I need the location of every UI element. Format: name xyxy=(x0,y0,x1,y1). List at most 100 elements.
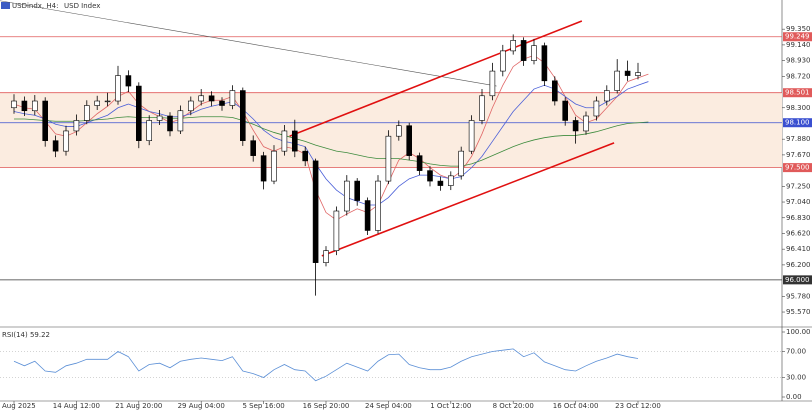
candle-body xyxy=(177,110,184,132)
x-tick-label: 23 Oct 12:00 xyxy=(615,402,661,410)
rsi-tick-label: 0.00 xyxy=(786,393,802,401)
y-tick-label: 96.830 xyxy=(786,214,811,222)
candle-body xyxy=(302,150,309,162)
candle-body xyxy=(583,115,589,132)
candle-body xyxy=(416,155,423,171)
candle-body xyxy=(479,95,485,121)
y-tick-label: 96.200 xyxy=(786,261,811,269)
moving-average xyxy=(13,81,649,206)
candle-body xyxy=(531,45,537,61)
level-label: 96.000 xyxy=(785,276,810,284)
candle-body xyxy=(593,100,600,117)
x-tick-label: Aug 2025 xyxy=(2,402,36,410)
y-tick-label: 98.300 xyxy=(786,104,811,112)
trendline xyxy=(0,0,497,87)
x-tick-label: 5 Sep 16:00 xyxy=(242,402,284,410)
level-tag xyxy=(783,118,812,128)
symbol-icon xyxy=(1,2,10,9)
candle-body xyxy=(489,70,496,97)
candle-body xyxy=(312,160,319,263)
candle-body xyxy=(115,75,121,102)
candle-body xyxy=(94,100,100,106)
candle-body xyxy=(188,100,194,112)
level-label: 98.100 xyxy=(785,119,810,127)
candle-body xyxy=(84,105,90,121)
candle-body xyxy=(510,40,517,52)
candle-body xyxy=(520,40,527,61)
candle-body xyxy=(364,200,371,231)
candle-body xyxy=(385,135,392,182)
candle-body xyxy=(541,45,548,82)
candle-body xyxy=(146,120,152,141)
candle-body xyxy=(250,140,256,156)
candle-body xyxy=(52,140,59,152)
symbol: USDindx, H4: xyxy=(12,2,58,10)
y-tick-label: 95.570 xyxy=(786,308,811,316)
rsi-tick-label: 30.00 xyxy=(786,374,806,382)
candle-body xyxy=(63,130,69,152)
y-tick-label: 97.670 xyxy=(786,151,811,159)
candle-body xyxy=(240,90,246,141)
candle-body xyxy=(229,90,236,106)
candle-body xyxy=(291,130,298,152)
candle-body xyxy=(603,90,610,102)
x-tick-label: 16 Sep 20:00 xyxy=(303,402,350,410)
candle-body xyxy=(219,100,225,106)
marks xyxy=(11,34,641,382)
candle-body xyxy=(11,100,17,109)
candle-body xyxy=(125,75,132,87)
y-tick-label: 97.880 xyxy=(786,135,811,143)
chart-title: USD Index xyxy=(64,2,100,10)
candle-body xyxy=(198,95,204,102)
y-tick-label: 99.350 xyxy=(786,25,811,33)
y-tick-label: 98.930 xyxy=(786,57,811,65)
level-label: 97.500 xyxy=(785,164,810,172)
lines xyxy=(0,0,785,404)
candle-body xyxy=(635,72,641,76)
candle-body xyxy=(447,175,454,186)
candle-body xyxy=(167,115,173,132)
candle-body xyxy=(624,70,631,76)
level-label: 99.249 xyxy=(785,33,810,41)
y-tick-label: 98.720 xyxy=(786,72,811,80)
rsi-tick-label: 100.00 xyxy=(786,328,811,336)
candle-body xyxy=(271,150,277,182)
candle-body xyxy=(468,120,475,152)
moving-average xyxy=(14,116,649,167)
candle-body xyxy=(437,180,444,186)
level-tag xyxy=(783,32,812,42)
candle-body xyxy=(73,120,80,132)
candle-body xyxy=(458,150,465,177)
candle-body xyxy=(562,100,569,121)
candle-body xyxy=(136,85,142,141)
candle-body xyxy=(104,100,111,103)
y-tick-label: 99.140 xyxy=(786,41,811,49)
candle-body xyxy=(260,155,267,182)
candle-body xyxy=(551,80,558,102)
x-tick-label: 29 Aug 04:00 xyxy=(178,402,225,410)
rsi-line xyxy=(13,348,639,382)
rsi-label: RSI(14) 59.22 xyxy=(2,331,50,339)
candle-body xyxy=(499,50,506,72)
labels: 99.350 99.140 98.930 98.720 98.300 97.880 97.6… xyxy=(2,25,812,410)
candle-body xyxy=(614,70,621,91)
x-tick-label: 8 Oct 20:00 xyxy=(493,402,534,410)
x-tick-label: 1 Oct 12:00 xyxy=(430,402,471,410)
level-tag xyxy=(783,88,812,98)
y-tick-label: 97.250 xyxy=(786,182,811,190)
y-tick-label: 96.410 xyxy=(786,245,811,253)
level-tag xyxy=(783,163,812,173)
y-tick-label: 97.040 xyxy=(786,198,811,206)
candle-body xyxy=(323,250,329,263)
candle-body xyxy=(42,100,49,141)
candle-body xyxy=(208,95,215,102)
y-tick-label: 95.780 xyxy=(786,292,811,300)
candle-body xyxy=(395,125,402,137)
x-tick-label: 24 Sep 04:00 xyxy=(365,402,412,410)
candle-body xyxy=(354,180,361,201)
x-tick-label: 21 Aug 20:00 xyxy=(115,402,162,410)
candle-body xyxy=(375,180,381,231)
candle-body xyxy=(406,125,413,156)
candle-body xyxy=(427,170,433,182)
